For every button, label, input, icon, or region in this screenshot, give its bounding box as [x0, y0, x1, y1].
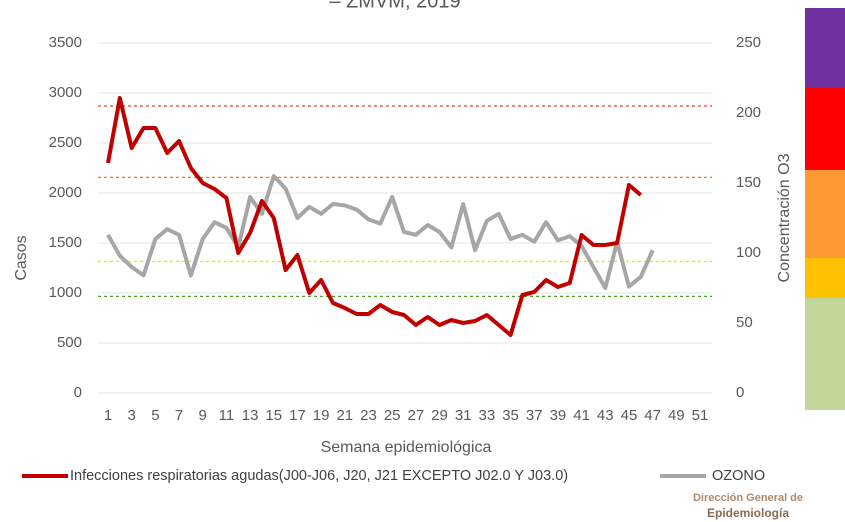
x-tick-label: 33 — [479, 407, 496, 424]
legend-label: Infecciones respiratorias agudas(J00-J06… — [70, 468, 568, 484]
y2-tick-label: 100 — [736, 244, 761, 261]
x-tick-label: 39 — [550, 407, 567, 424]
y2-axis-label: Concentración O3 — [776, 153, 793, 282]
x-tick-label: 5 — [151, 407, 159, 424]
x-tick-label: 9 — [199, 407, 207, 424]
y2-tick-label: 50 — [736, 314, 753, 331]
chart-title: – ZMVM, 2019 — [329, 0, 460, 12]
band-green — [805, 298, 845, 410]
band-purple — [805, 8, 845, 88]
x-tick-label: 51 — [692, 407, 709, 424]
footer-line: Dirección General de — [693, 492, 803, 504]
x-tick-label: 3 — [128, 407, 136, 424]
footer-line: Epidemiología — [707, 506, 789, 520]
y-tick-label: 500 — [57, 334, 82, 351]
band-orange — [805, 170, 845, 258]
y-tick-label: 2000 — [49, 184, 82, 201]
x-tick-label: 49 — [668, 407, 685, 424]
y2-tick-label: 0 — [736, 384, 744, 401]
y2-tick-label: 250 — [736, 34, 761, 51]
x-tick-label: 23 — [360, 407, 377, 424]
band-red — [805, 88, 845, 170]
y-tick-label: 1500 — [49, 234, 82, 251]
x-tick-label: 15 — [265, 407, 282, 424]
y-axis-label: Casos — [13, 235, 30, 280]
x-tick-label: 19 — [313, 407, 330, 424]
x-tick-label: 43 — [597, 407, 614, 424]
y-tick-label: 3000 — [49, 84, 82, 101]
x-tick-label: 1 — [104, 407, 112, 424]
x-tick-label: 37 — [526, 407, 543, 424]
x-tick-label: 31 — [455, 407, 472, 424]
x-tick-label: 29 — [431, 407, 448, 424]
series-line — [106, 174, 655, 290]
series-line — [106, 96, 643, 337]
x-tick-label: 41 — [573, 407, 590, 424]
band-yellow — [805, 258, 845, 298]
x-tick-label: 25 — [384, 407, 401, 424]
x-tick-label: 7 — [175, 407, 183, 424]
x-tick-label: 11 — [219, 407, 235, 424]
x-tick-label: 35 — [502, 407, 519, 424]
x-tick-label: 13 — [242, 407, 259, 424]
y-tick-label: 2500 — [49, 134, 82, 151]
x-tick-label: 17 — [289, 407, 306, 424]
y-tick-label: 1000 — [49, 284, 82, 301]
y2-tick-label: 150 — [736, 174, 761, 191]
x-axis-label: Semana epidemiológica — [321, 439, 492, 456]
x-tick-label: 47 — [644, 407, 661, 424]
x-tick-label: 21 — [336, 407, 353, 424]
legend-label: OZONO — [712, 468, 765, 484]
y-tick-label: 3500 — [49, 34, 82, 51]
y2-tick-label: 200 — [736, 104, 761, 121]
x-tick-label: 27 — [407, 407, 424, 424]
x-tick-label: 45 — [621, 407, 638, 424]
y-tick-label: 0 — [74, 384, 82, 401]
